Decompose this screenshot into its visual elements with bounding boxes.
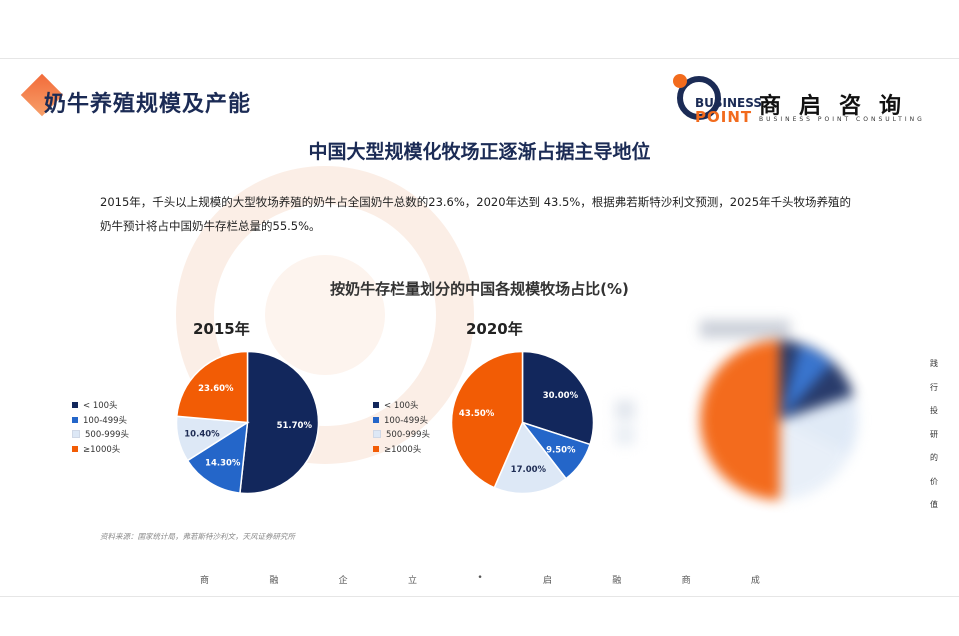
- pie-2015-legend: < 100头 100-499头 500-999头 ≥1000头: [72, 398, 129, 456]
- pie-2015-title: 2015年: [193, 320, 250, 338]
- company-logo: BUSINESS POINT 商启咨询 BUSINESS POINT CONSU…: [673, 74, 943, 130]
- legend-0-item-3: ≥1000头: [72, 442, 129, 457]
- legend-1-item-2: 500-999头: [373, 427, 430, 442]
- legend-1-item-1: 100-499头: [373, 413, 430, 428]
- pie-1-label-0: 30.00%: [543, 391, 579, 401]
- source-note: 资料来源：国家统计局，弗若斯特沙利文，天风证券研究所: [100, 532, 295, 541]
- pie-2015: 51.70% 14.30% 10.40% 23.60%: [175, 350, 320, 495]
- pie-1-slice-0: [521, 350, 595, 446]
- side-char: 投: [930, 406, 938, 415]
- legend-label: < 100头: [384, 401, 419, 412]
- legend-swatch: [72, 416, 78, 423]
- legend-swatch: [373, 402, 379, 409]
- legend-swatch: [373, 430, 381, 439]
- side-vertical-text: 践行投研的价值: [927, 358, 941, 523]
- body-paragraph: 2015年，千头以上规模的大型牧场养殖的奶牛占全国奶牛总数的23.6%，2020…: [100, 195, 852, 233]
- pie-0-label-0: 51.70%: [277, 421, 313, 431]
- side-char: 行: [930, 382, 938, 392]
- footer-char: 成: [750, 576, 760, 586]
- logo-ring-icon: [677, 76, 721, 120]
- logo-en-line1: BUSINESS: [695, 96, 762, 110]
- logo-subtitle: BUSINESS POINT CONSULTING: [759, 116, 925, 123]
- side-char: 的: [930, 453, 938, 462]
- legend-0-item-0: < 100头: [72, 398, 129, 413]
- legend-0-item-2: 500-999头: [72, 427, 129, 442]
- legend-label: 500-999头: [85, 430, 130, 441]
- page-title: 奶牛养殖规模及产能: [44, 92, 252, 117]
- legend-label: < 100头: [83, 401, 118, 412]
- pie-1-label-3: 43.50%: [459, 409, 495, 419]
- side-char: 价: [930, 476, 938, 486]
- legend-label: ≥1000头: [83, 444, 121, 455]
- legend-1-item-0: < 100头: [373, 398, 430, 413]
- logo-en-line2: POINT: [695, 108, 753, 126]
- footer-char: 商: [200, 576, 210, 586]
- section-subtitle: 中国大型规模化牧场正逐渐占据主导地位: [308, 141, 651, 163]
- top-divider: [0, 58, 959, 59]
- legend-swatch: [72, 430, 80, 439]
- footer-char: 商: [681, 576, 691, 586]
- footer-char: 融: [269, 576, 279, 586]
- pie-0-label-3: 23.60%: [198, 384, 234, 394]
- legend-swatch: [373, 445, 379, 452]
- legend-label: 100-499头: [83, 415, 128, 426]
- pie-0-label-2: 10.40%: [184, 430, 220, 440]
- pie-1-slice-2: [493, 421, 568, 495]
- pie-0-slice-3: [175, 350, 249, 424]
- legend-1-item-3: ≥1000头: [373, 442, 430, 457]
- logo-dot-icon: [673, 74, 687, 88]
- bottom-divider: [0, 596, 959, 597]
- legend-label: ≥1000头: [384, 444, 422, 455]
- legend-swatch: [373, 416, 379, 423]
- footer-char: 启: [542, 576, 552, 586]
- pie-0-slice-1: [186, 421, 249, 494]
- legend-label: 100-499头: [384, 415, 429, 426]
- pie-0-label-1: 14.30%: [205, 458, 241, 468]
- footer-char: •: [477, 573, 483, 583]
- pie-0-slice-0: [239, 350, 320, 495]
- blurred-chart-region: [615, 320, 859, 500]
- pie-1-slice-3: [450, 350, 524, 489]
- legend-0-item-1: 100-499头: [72, 413, 129, 428]
- pie-1-label-1: 9.50%: [546, 445, 576, 455]
- side-char: 值: [930, 500, 938, 509]
- legend-label: 500-999头: [386, 430, 431, 441]
- footer-char: 融: [612, 576, 622, 586]
- pie-2020-legend: < 100头 100-499头 500-999头 ≥1000头: [373, 398, 430, 456]
- chart-title: 按奶牛存栏量划分的中国各规模牧场占比(%): [330, 280, 629, 298]
- footer-slogan: 商 融 企 立 • 启 融 商 成: [200, 573, 760, 586]
- background-watermark: [176, 166, 474, 464]
- footer-char: 企: [338, 576, 348, 586]
- footer-char: 立: [407, 576, 417, 586]
- logo-cn: 商启咨询: [759, 94, 920, 119]
- pie-2020-title: 2020年: [466, 320, 523, 338]
- side-char: 研: [930, 429, 938, 439]
- legend-swatch: [72, 445, 78, 452]
- pie-1-label-2: 17.00%: [511, 465, 547, 475]
- side-char: 践: [930, 359, 938, 368]
- legend-swatch: [72, 402, 78, 409]
- pie-2020: 30.00% 9.50% 17.00% 43.50%: [450, 350, 595, 495]
